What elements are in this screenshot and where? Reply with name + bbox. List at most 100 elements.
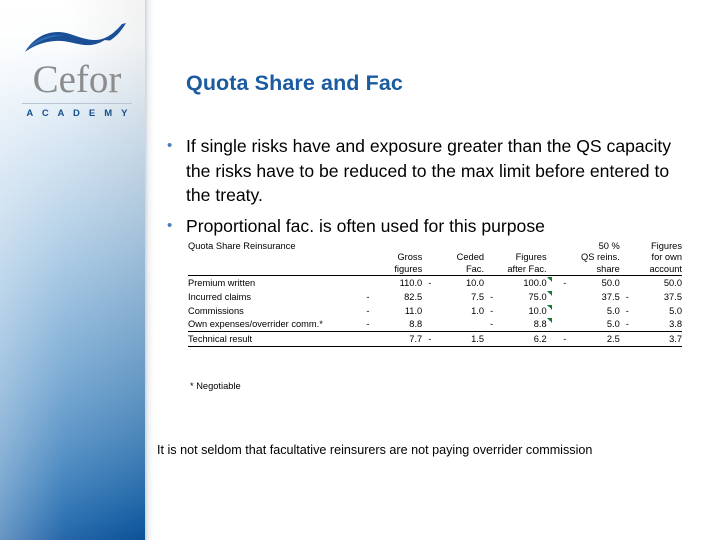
- bullet-marker-icon: •: [167, 137, 173, 154]
- row-qs-value: 37.5: [601, 292, 620, 302]
- list-item: • Proportional fac. is often used for th…: [164, 214, 684, 239]
- col-header-own-l2: for own: [651, 252, 683, 263]
- row-gross-value: 110.0: [399, 278, 423, 289]
- row-label: Premium written: [188, 278, 256, 289]
- page-title: Quota Share and Fac: [186, 71, 403, 95]
- row-qs-value: 50.0: [601, 278, 620, 289]
- row-gross-value: 11.0: [404, 305, 423, 316]
- col-header-qs-l3: share: [596, 263, 620, 274]
- row-own-sign: -: [625, 319, 629, 330]
- table-row: Incurred claims - 82.5 7.5 - 75.0 37.5 -…: [188, 290, 682, 304]
- logo-subtitle: A C A D E M Y: [26, 108, 131, 119]
- col-header-qs-l2: QS reins.: [581, 252, 620, 263]
- total-qs-value: 2.5: [606, 334, 620, 345]
- row-label: Commissions: [188, 305, 244, 316]
- table-total-row: Technical result 7.7 - 1.5 6.2 - 2.5 3.7: [188, 331, 682, 347]
- row-gross-sign: [360, 276, 375, 290]
- row-after-value: 8.8: [533, 319, 547, 330]
- row-qs-sign: [557, 303, 572, 317]
- row-label: Incurred claims: [188, 292, 252, 302]
- row-after-sign: -: [490, 319, 494, 330]
- col-header-gross-l3: figures: [394, 263, 423, 274]
- table-row: Own expenses/overrider comm.* - 8.8 - 8.…: [188, 317, 682, 332]
- row-after-value: 10.0: [528, 305, 547, 316]
- total-own-sign: [620, 331, 635, 346]
- total-qs-sign: -: [563, 334, 567, 345]
- col-header-after-l1: [499, 241, 546, 252]
- comment-flag-icon: [546, 290, 558, 304]
- total-ceded-sign: -: [428, 334, 432, 345]
- bullet-marker-icon: •: [167, 216, 173, 234]
- row-qs-value: 5.0: [606, 319, 620, 330]
- col-header-ceded-l1: [437, 241, 484, 252]
- comment-flag-icon: [546, 303, 558, 317]
- row-ceded-value: 10.0: [465, 278, 485, 289]
- sidebar-decoration: [0, 0, 145, 540]
- row-qs-sign: -: [563, 278, 567, 289]
- row-after-sign: -: [490, 292, 494, 302]
- row-gross-sign: -: [366, 305, 370, 316]
- row-gross-sign: -: [366, 292, 370, 302]
- total-gross-sign: [360, 331, 375, 346]
- total-after-value: 6.2: [533, 334, 547, 345]
- table-row: Commissions - 11.0 1.0 - 10.0 5.0 - 5.0: [188, 303, 682, 317]
- list-item: • If single risks have and exposure grea…: [164, 134, 684, 208]
- col-header-after-l3: after Fac.: [507, 263, 547, 274]
- col-header-gross-l2: Gross: [397, 252, 423, 263]
- col-header-qs-l1: 50 %: [598, 241, 620, 251]
- row-ceded-sign: [422, 317, 437, 331]
- row-gross-sign: -: [366, 319, 370, 330]
- col-header-ceded-l2: Ceded: [456, 252, 485, 263]
- row-after-sign: -: [490, 305, 494, 316]
- row-qs-sign: [557, 290, 572, 304]
- row-ceded-value: 7.5: [471, 292, 485, 302]
- row-own-value: 50.0: [663, 278, 682, 289]
- row-ceded-sign: [422, 290, 437, 304]
- row-gross-value: 8.8: [409, 319, 423, 330]
- total-gross-value: 7.7: [409, 334, 423, 345]
- total-label: Technical result: [188, 334, 253, 345]
- comment-flag-icon: [546, 276, 558, 290]
- row-after-value: 75.0: [528, 292, 547, 302]
- table-header-row-2: Gross Ceded Figures QS reins. for own: [188, 252, 682, 263]
- col-header-after-l2: Figures: [515, 252, 547, 263]
- comment-flag-icon: [546, 317, 558, 331]
- col-header-own-l1: Figures: [650, 241, 682, 251]
- row-gross-value: 82.5: [404, 292, 423, 302]
- total-own-value: 3.7: [669, 334, 682, 345]
- row-ceded-value: 1.0: [471, 305, 485, 316]
- row-after-sign: [484, 276, 499, 290]
- row-own-sign: -: [625, 292, 629, 302]
- bullet-list: • If single risks have and exposure grea…: [164, 134, 684, 244]
- table-caption-row: Quota Share Reinsurance 50 % Figures: [188, 241, 682, 252]
- cefor-wave-icon: [25, 23, 126, 52]
- col-header-ceded-l3: Fac.: [465, 263, 485, 274]
- row-own-value: 3.8: [669, 319, 682, 330]
- row-label: Own expenses/overrider comm.*: [188, 319, 323, 330]
- sidebar-shadow: [145, 0, 154, 540]
- total-ceded-value: 1.5: [471, 334, 485, 345]
- bullet-text: If single risks have and exposure greate…: [186, 136, 672, 205]
- bullet-text: Proportional fac. is often used for this…: [186, 215, 545, 236]
- row-qs-value: 5.0: [606, 305, 620, 316]
- bottom-note: It is not seldom that facultative reinsu…: [157, 443, 593, 457]
- row-ceded-sign: -: [428, 278, 432, 289]
- col-header-own-l3: account: [649, 263, 682, 274]
- table-footnote: * Negotiable: [190, 381, 241, 391]
- row-ceded-value: [437, 317, 484, 331]
- financial-table: Quota Share Reinsurance 50 % Figures Gro…: [188, 241, 682, 347]
- table-header-row-3: figures Fac. after Fac. share account: [188, 264, 682, 276]
- logo-wordmark: Cefor: [32, 58, 122, 101]
- table-caption: Quota Share Reinsurance: [188, 241, 296, 251]
- col-header-gross-l1: [376, 241, 423, 252]
- table-row: Premium written 110.0 - 10.0 100.0 - 50.…: [188, 276, 682, 290]
- logo: Cefor A C A D E M Y: [18, 16, 136, 119]
- row-own-value: 5.0: [669, 305, 682, 316]
- total-after-sign: [484, 331, 499, 346]
- row-own-value: 37.5: [663, 292, 682, 302]
- row-after-value: 100.0: [523, 278, 547, 289]
- row-own-sign: -: [625, 305, 629, 316]
- row-qs-sign: [557, 317, 572, 331]
- logo-divider: [22, 103, 132, 104]
